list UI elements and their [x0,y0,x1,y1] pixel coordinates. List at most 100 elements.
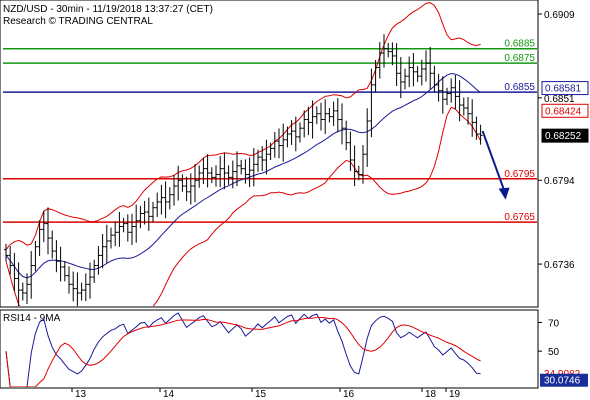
ohlc-bar [209,167,214,184]
ohlc-bar [432,65,437,93]
ohlc-bar [335,98,340,133]
ohlc-bar [457,80,462,122]
ohlc-bar [411,53,416,87]
ohlc-bar [151,201,155,223]
x-tick-label: 18 [425,389,437,400]
rsi-label: RSI14 - 9MA [3,313,61,324]
ohlc-bar [159,184,164,215]
rsi-tag: 30.0746 [544,376,581,387]
ohlc-bar [117,212,122,247]
upper-band [5,2,481,250]
ohlc-bar [188,173,193,205]
rsi-tick-label: 50 [548,347,560,358]
ohlc-bar [134,204,139,243]
ohlc-bar [331,101,336,126]
ohlc-bar [348,131,353,171]
ohlc-bar [184,176,189,202]
ohlc-bar [218,155,223,188]
rsi-ma-line [5,316,481,387]
ohlc-bar [298,122,302,143]
ohlc-bar [470,99,475,137]
y-tick-label: 0.6909 [544,10,575,21]
ohlc-bar [398,57,403,99]
ohlc-bar [466,96,470,125]
level-labels: 0.6885 0.6875 0.6855 0.6795 0.6765 [504,39,535,223]
ohlc-bar [176,165,181,201]
x-tick-label: 19 [449,389,461,400]
ohlc-bar [344,120,349,151]
ohlc-bars [4,34,483,306]
ohlc-bar [214,165,218,187]
ohlc-bar [440,76,445,114]
ohlc-bar [424,50,428,82]
ohlc-bar [163,181,168,219]
rsi-panel [0,309,539,389]
price-tag: 0.68252 [545,131,582,142]
chart-subtitle: Research © TRADING CENTRAL [3,16,153,27]
ohlc-bar [197,165,202,188]
x-tick-label: 16 [343,389,355,400]
ohlc-bar [92,259,97,283]
level-label: 0.6795 [504,169,535,180]
ohlc-bar [382,34,386,68]
ohlc-bar [146,197,151,231]
ohlc-bar [386,42,391,58]
chart-title: NZD/USD - 30min - 11/19/2018 13:37:27 (C… [3,4,213,15]
ohlc-bar [125,214,130,242]
ohlc-bar [29,251,34,299]
rsi-line [5,312,481,387]
ohlc-bar [83,273,88,302]
level-label: 0.6855 [504,82,535,93]
ohlc-bar [25,273,29,304]
price-tag: 0.68581 [545,84,582,95]
support-resistance-levels [3,47,537,223]
ohlc-bar [289,120,294,145]
time-axis: 13 14 15 16 18 19 [71,388,461,400]
ohlc-bar [436,73,441,102]
ohlc-bar [180,174,185,192]
ohlc-bar [100,234,105,269]
level-label: 0.6765 [504,212,535,223]
ohlc-bar [268,142,273,161]
ohlc-bar [4,243,8,262]
ohlc-bar [79,282,84,301]
ohlc-bar [361,144,365,184]
y-tick-label: 0.6736 [544,260,575,271]
ohlc-bar [138,205,143,229]
ohlc-bar [20,282,25,301]
ohlc-bar [407,56,412,88]
ohlc-bar [8,246,13,275]
x-tick-label: 15 [255,389,267,400]
ohlc-bar [205,154,210,188]
ohlc-bar [302,110,307,138]
ma-line [5,72,481,279]
ohlc-bar [243,159,248,184]
ohlc-bar [356,165,361,181]
ohlc-bar [474,116,479,140]
ohlc-bar [365,108,370,167]
rsi-tick-label: 70 [548,318,560,329]
ohlc-bar [310,100,315,139]
rsi-axis: 705034.908230.0746 [538,318,588,387]
ohlc-bar [46,207,50,255]
ohlc-bar [281,123,286,162]
ohlc-bar [222,152,227,190]
bollinger-bands [5,2,482,306]
ohlc-bar [377,42,382,79]
y-tick-label: 0.6794 [544,176,575,187]
y-tick-label: 0.6851 [544,94,575,105]
ohlc-bar [327,107,332,123]
ohlc-bar [226,165,231,185]
ohlc-bar [41,210,46,243]
ohlc-bar [323,99,328,134]
ohlc-bar [390,42,395,66]
ohlc-bar [285,126,290,148]
level-label: 0.6885 [504,39,535,50]
ohlc-bar [478,124,483,145]
ohlc-bar [113,221,118,247]
ohlc-bar [403,68,407,90]
ohlc-bar [37,220,42,256]
ohlc-bar [172,175,176,206]
rsi-lines [5,312,481,387]
ohlc-bar [247,157,252,188]
